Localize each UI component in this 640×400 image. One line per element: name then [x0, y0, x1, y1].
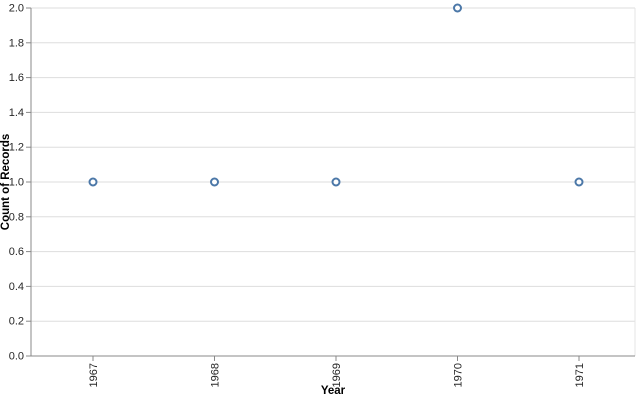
x-tick-label: 1971 — [574, 363, 586, 387]
y-tick-label: 1.0 — [9, 177, 24, 189]
y-tick-label: 2.0 — [9, 3, 24, 15]
y-tick-label: 0.6 — [9, 246, 24, 258]
data-point — [574, 177, 584, 187]
data-point — [453, 3, 462, 13]
y-tick-label: 1.4 — [9, 107, 24, 119]
y-tick-label: 0.8 — [9, 211, 24, 223]
data-point — [331, 177, 341, 187]
x-axis-title: Year — [321, 385, 346, 397]
y-tick-label: 0.4 — [9, 281, 24, 293]
x-tick-label: 1967 — [88, 363, 100, 387]
data-point — [88, 177, 98, 187]
x-tick-label: 1970 — [452, 363, 464, 387]
y-tick-label: 0.0 — [9, 351, 24, 363]
x-tick-label: 1969 — [331, 363, 343, 387]
y-tick-label: 1.2 — [9, 142, 24, 154]
x-tick-label: 1968 — [209, 363, 221, 387]
y-axis-title: Count of Records — [0, 134, 12, 230]
y-tick-label: 1.8 — [9, 37, 24, 49]
y-tick-label: 1.6 — [9, 72, 24, 84]
data-point — [210, 177, 219, 187]
y-tick-label: 0.2 — [9, 316, 24, 328]
